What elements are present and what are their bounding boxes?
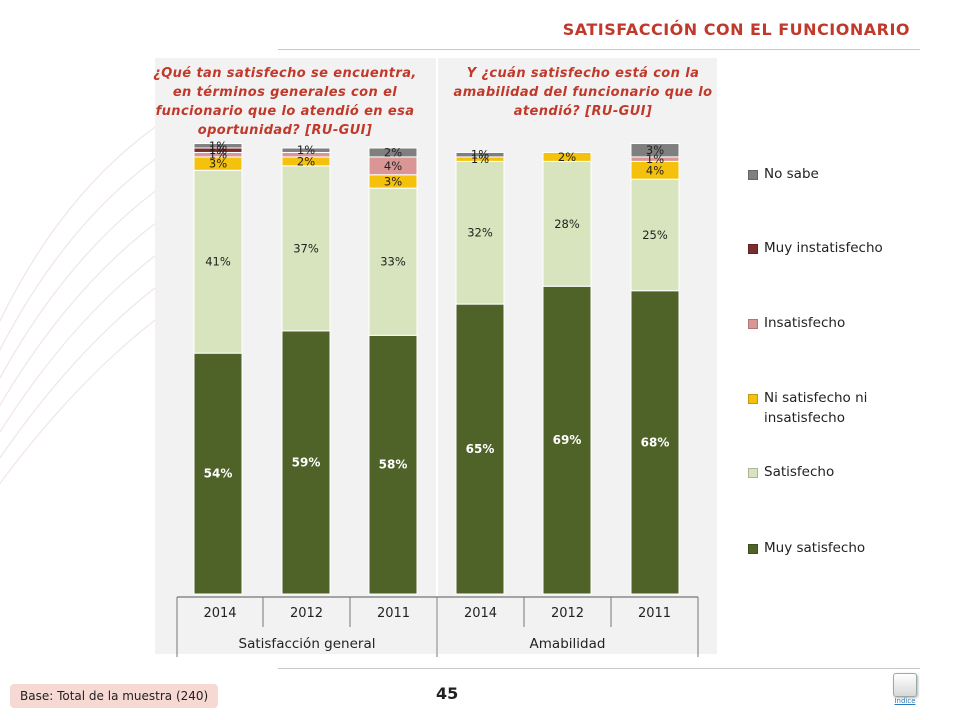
legend-label: Muy instatisfecho [764, 240, 883, 256]
data-label: 54% [204, 467, 233, 481]
legend-label: Muy satisfecho [764, 540, 866, 556]
data-label: 1% [646, 152, 664, 166]
x-tick-label: 2014 [464, 606, 497, 621]
bar-segment [542, 151, 592, 162]
page-number: 45 [436, 684, 459, 703]
data-label: 1% [297, 143, 315, 157]
data-label: 1% [209, 143, 227, 157]
bar-segment [630, 178, 680, 292]
bar-segment [368, 334, 418, 595]
data-label: 25% [642, 228, 668, 242]
bar-segment [193, 352, 243, 595]
data-label: 3% [384, 174, 402, 188]
bar-segment [630, 143, 680, 158]
data-label: 1% [209, 148, 227, 162]
footer-divider [278, 668, 920, 669]
data-label: 2% [558, 150, 576, 164]
data-label: 59% [292, 455, 321, 469]
legend-swatch [748, 170, 758, 180]
bar-segment [281, 147, 331, 153]
legend-swatch [748, 394, 758, 404]
bar-segment [455, 160, 505, 305]
x-group-label: Satisfacción general [239, 636, 376, 652]
data-label: 1% [471, 148, 489, 162]
legend-item: Muy instatisfecho [748, 238, 914, 258]
legend-swatch [748, 544, 758, 554]
x-tick-label: 2011 [377, 606, 410, 621]
bar-segment [368, 147, 418, 158]
legend-item: No sabe [748, 164, 914, 184]
legend-label: Ni satisfecho ni insatisfecho [764, 390, 868, 426]
legend-swatch [748, 319, 758, 329]
legend-label: Satisfecho [764, 464, 835, 480]
bar-segment [542, 285, 592, 595]
bar-segment [193, 143, 243, 149]
data-label: 2% [384, 145, 402, 159]
legend-item: Insatisfecho [748, 313, 914, 333]
data-label: 41% [205, 255, 231, 269]
bar-segment [455, 151, 505, 158]
bar-segment [281, 330, 331, 595]
x-tick-label: 2014 [203, 606, 236, 621]
x-tick-label: 2012 [551, 606, 584, 621]
data-label: 65% [466, 442, 495, 456]
index-link[interactable]: Indice [892, 673, 918, 705]
data-label: 1% [471, 152, 489, 166]
data-label: 4% [384, 159, 402, 173]
data-label: 69% [553, 433, 582, 447]
data-label: 4% [646, 163, 664, 177]
legend-item: Satisfecho [748, 462, 914, 482]
data-label: 33% [380, 255, 406, 269]
base-note: Base: Total de la muestra (240) [10, 684, 219, 708]
data-label: 3% [209, 157, 227, 171]
legend-item: Ni satisfecho ni insatisfecho [748, 388, 914, 428]
x-tick-label: 2012 [290, 606, 323, 621]
data-label: 37% [293, 241, 319, 255]
x-group-label: Amabilidad [530, 636, 606, 652]
data-label: 58% [379, 458, 408, 472]
index-label[interactable]: Indice [894, 697, 916, 705]
bar-segment [542, 160, 592, 287]
data-label: 3% [646, 143, 664, 157]
data-label: 1% [209, 139, 227, 153]
index-icon[interactable] [893, 673, 917, 697]
legend-swatch [748, 468, 758, 478]
legend-label: No sabe [764, 166, 819, 182]
bar-segment [455, 303, 505, 595]
x-tick-label: 2011 [638, 606, 671, 621]
data-label: 68% [641, 435, 670, 449]
bar-segment [281, 165, 331, 332]
data-label: 32% [467, 226, 493, 240]
legend-swatch [748, 244, 758, 254]
question-satisfaccion-general: ¿Qué tan satisfecho se encuentra, en tér… [153, 66, 417, 138]
data-label: 28% [554, 217, 580, 231]
bar-segment [630, 290, 680, 595]
data-label: 2% [297, 154, 315, 168]
legend-label: Insatisfecho [764, 315, 846, 331]
question-amabilidad: Y ¿cuán satisfecho está con la amabilida… [453, 66, 713, 119]
page-title: SATISFACCIÓN CON EL FUNCIONARIO [562, 20, 910, 39]
title-divider [278, 49, 920, 50]
bar-segment [193, 169, 243, 354]
legend-item: Muy satisfecho [748, 538, 914, 558]
